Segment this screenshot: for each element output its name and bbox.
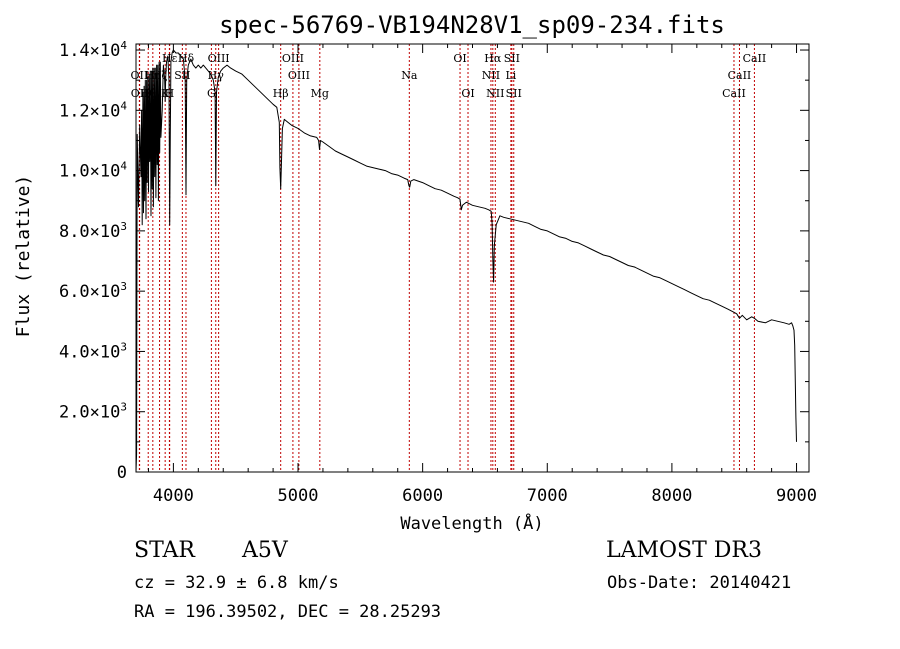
- y-tick-label: 2.0×103: [59, 401, 127, 423]
- object-subclass: A5V: [242, 538, 288, 563]
- x-tick-label: 7000: [527, 486, 568, 506]
- spectrum-layer: [135, 49, 797, 473]
- marker-label: Li: [505, 69, 516, 82]
- redshift-velocity: cz = 32.9 ± 6.8 km/s: [134, 573, 339, 593]
- x-tick-label: 4000: [153, 486, 194, 506]
- observation-date: Obs-Date: 20140421: [607, 573, 792, 593]
- marker-label: Hβ: [273, 87, 289, 100]
- x-tick-label: 5000: [278, 486, 319, 506]
- marker-label: Na: [401, 69, 418, 82]
- y-axis-label: Flux (relative): [13, 175, 34, 338]
- y-tick-label: 1.4×104: [59, 39, 127, 61]
- marker-label: CaII: [722, 87, 746, 100]
- marker-label: Hδ: [178, 52, 195, 65]
- coordinates: RA = 196.39502, DEC = 28.25293: [134, 602, 442, 622]
- marker-label: OIII: [282, 52, 304, 65]
- y-axis: 0 2.0×103 4.0×103 6.0×103 8.0×103 1.0×104 1.2×…: [59, 39, 809, 483]
- marker-label: Hα: [484, 52, 502, 65]
- x-axis-label: Wavelength (Å): [400, 512, 543, 534]
- y-tick-label: 0: [117, 463, 127, 483]
- object-class: STAR: [134, 538, 195, 563]
- chart-title: spec-56769-VB194N28V1_sp09-234.fits: [219, 11, 725, 39]
- marker-label: G: [207, 87, 216, 100]
- x-tick-label: 8000: [651, 486, 692, 506]
- marker-label: CaII: [743, 52, 767, 65]
- marker-label: NII: [486, 87, 504, 100]
- marker-label: SII: [506, 87, 522, 100]
- marker-label: Mg: [311, 87, 329, 100]
- x-tick-label: 9000: [776, 486, 817, 506]
- marker-label: OI: [453, 52, 466, 65]
- marker-label: OIII: [288, 69, 310, 82]
- survey-release: LAMOST DR3: [606, 538, 762, 563]
- y-tick-label: 1.2×104: [59, 99, 127, 121]
- spectral-line-markers: [138, 44, 755, 472]
- marker-label: CaII: [728, 69, 752, 82]
- x-tick-label: 6000: [402, 486, 443, 506]
- y-tick-label: 6.0×103: [59, 280, 127, 302]
- spectrum-series: [135, 49, 797, 473]
- marker-label: SII: [504, 52, 520, 65]
- marker-label: Hε: [162, 52, 178, 65]
- y-tick-label: 4.0×103: [59, 340, 127, 362]
- y-tick-label: 8.0×103: [59, 220, 127, 242]
- y-tick-label: 1.0×104: [59, 160, 127, 182]
- marker-label: OII: [131, 69, 149, 82]
- marker-label: Hγ: [208, 69, 225, 82]
- marker-label: NII: [482, 69, 500, 82]
- plot-frame: [135, 43, 810, 473]
- marker-label: OIII: [208, 52, 230, 65]
- marker-label: OI: [461, 87, 474, 100]
- x-axis: 4000 5000 6000 7000 8000 9000: [147, 44, 817, 506]
